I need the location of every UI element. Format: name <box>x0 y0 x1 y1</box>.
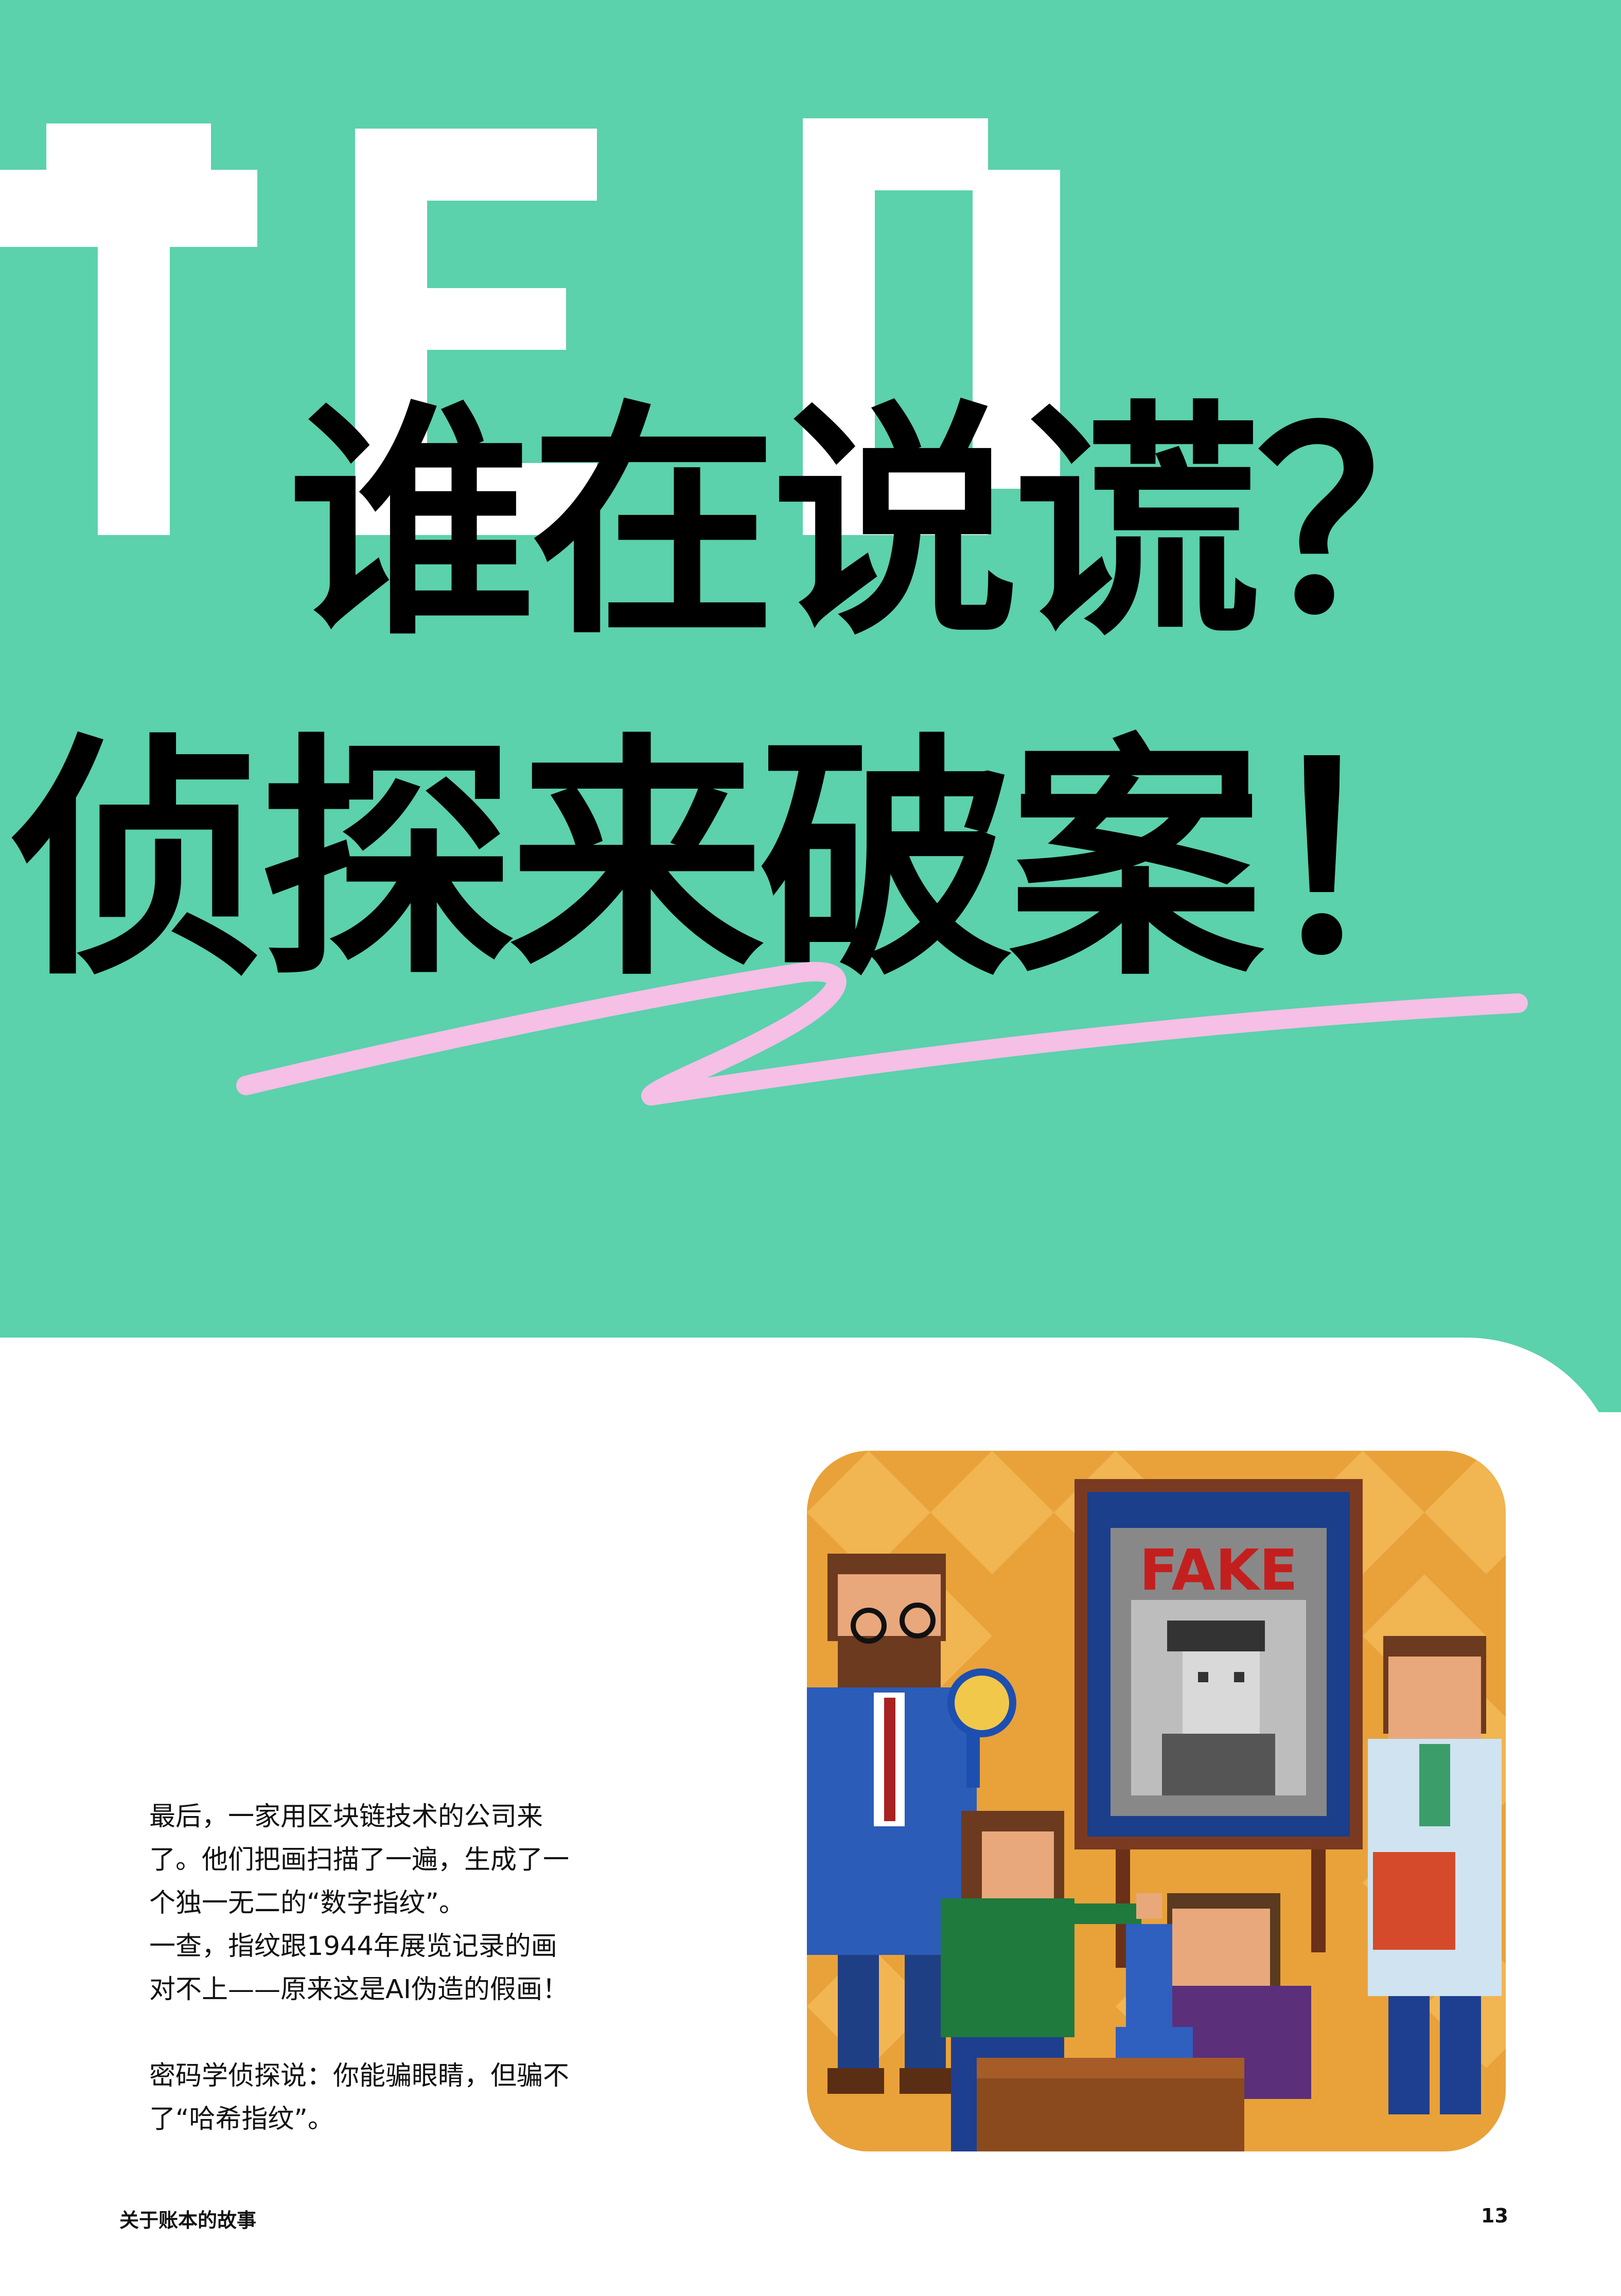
pixel-art-illustration: FAKE <box>807 1451 1506 2151</box>
story-line: 最后，一家用区块链技术的公司来 <box>149 1802 543 1832</box>
fake-sign: FAKE <box>1139 1537 1298 1603</box>
ted-pixel-logo <box>0 118 1060 535</box>
page-number: 13 <box>1481 2204 1508 2227</box>
story-line: 个独一无二的“数字指纹”。 <box>149 1888 465 1918</box>
story-line: 对不上——原来这是AI伪造的假画！ <box>149 1974 569 2005</box>
pink-underline-squiggle <box>236 962 1528 1106</box>
headline-line-1: 谁在说谎？ <box>288 381 1503 668</box>
headline-line-2: 侦探来破案！ <box>10 714 1513 1010</box>
story-line: 密码学侦探说：你能骗眼睛，但骗不 <box>149 2061 570 2091</box>
headline: 谁在说谎？ 侦探来破案！ <box>10 381 1513 1010</box>
footer-book-title: 关于账本的故事 <box>119 2209 257 2232</box>
story-line: 了“哈希指纹”。 <box>149 2104 334 2134</box>
story-text: 最后，一家用区块链技术的公司来 了。他们把画扫描了一遍，生成了一 个独一无二的“… <box>149 1795 664 2141</box>
story-line: 一查，指纹跟1944年展览记录的画 <box>149 1931 557 1962</box>
paragraph-gap <box>149 2012 664 2055</box>
story-line: 了。他们把画扫描了一遍，生成了一 <box>149 1845 570 1875</box>
